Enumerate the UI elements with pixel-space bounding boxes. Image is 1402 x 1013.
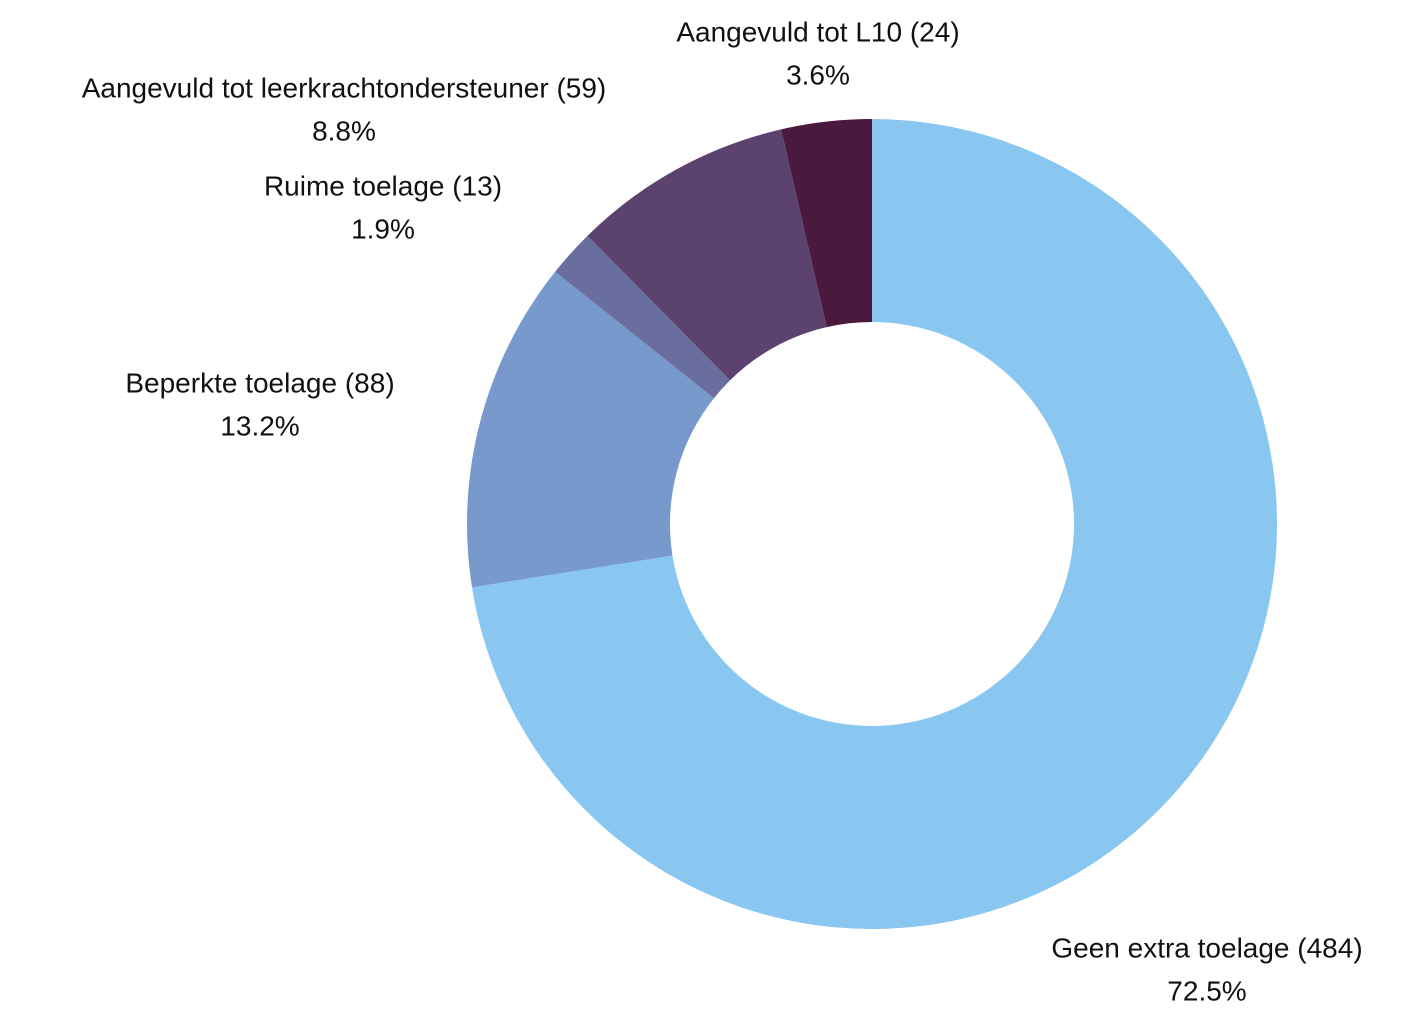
donut-slice [467,271,714,588]
donut-slice [587,129,827,381]
slice-value-label: 1.9% [351,213,415,244]
slice-label: Geen extra toelage (484) [1051,932,1362,963]
slice-value-label: 13.2% [220,410,299,441]
slice-label: Beperkte toelage (88) [125,367,394,398]
donut-slice [781,119,872,328]
slice-label: Ruime toelage (13) [264,170,502,201]
donut-slice [555,235,731,399]
slice-value-label: 8.8% [312,115,376,146]
donut-slice [471,119,1278,930]
slice-value-label: 72.5% [1167,975,1246,1006]
slice-label: Aangevuld tot leerkrachtondersteuner (59… [82,72,607,103]
slice-label: Aangevuld tot L10 (24) [676,16,959,47]
slice-value-label: 3.6% [786,59,850,90]
